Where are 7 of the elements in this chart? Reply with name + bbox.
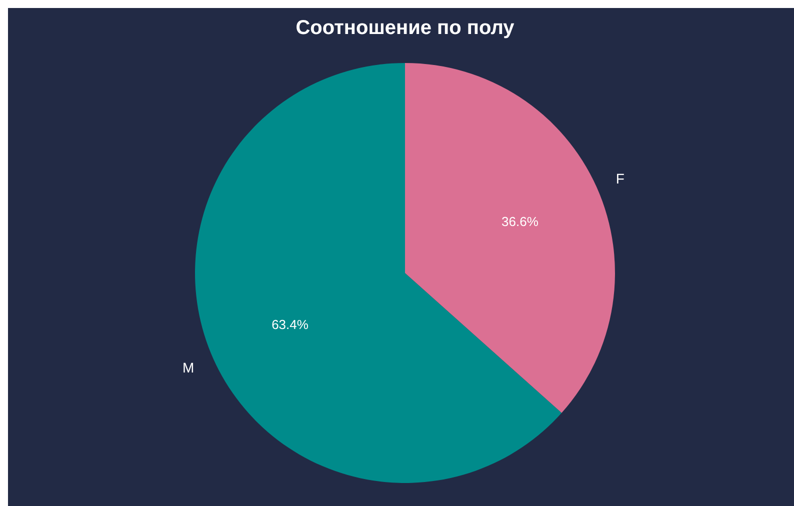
- pie-slice: [405, 63, 615, 413]
- pie-slice: [195, 63, 562, 483]
- chart-title: Соотношение по полу: [296, 17, 516, 39]
- slice-label: F: [616, 170, 624, 186]
- slice-label: M: [182, 359, 194, 376]
- data-label: 36.6%: [502, 214, 539, 230]
- data-label: 63.4%: [272, 317, 309, 332]
